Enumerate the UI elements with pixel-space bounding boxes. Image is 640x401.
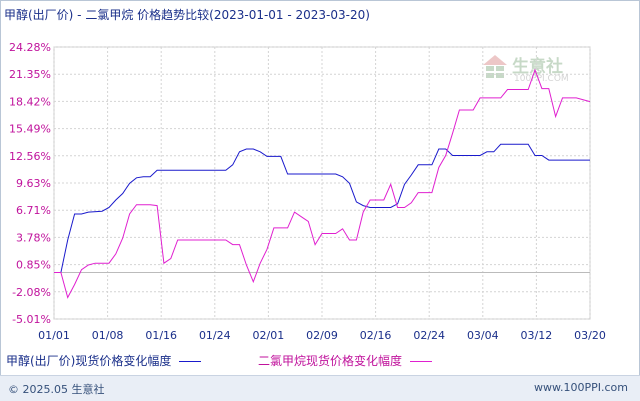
series-line-0 [54,143,590,273]
legend-swatch-methanol [179,361,202,362]
x-tick-label: 02/09 [306,329,338,342]
watermark-logo-icon [483,55,507,78]
y-tick-label: 24.28% [9,41,51,54]
x-tick-label: 03/20 [574,329,606,342]
footer-bar: © 2025.05 生意社 www.100PPI.com [0,375,640,401]
y-tick-label: 6.71% [16,204,51,217]
x-tick-label: 03/12 [521,329,553,342]
x-tick-label: 03/04 [467,329,499,342]
x-tick-label: 02/24 [413,329,445,342]
y-tick-label: 12.56% [9,150,51,163]
footer-site-link[interactable]: www.100PPI.com [534,381,628,394]
x-tick-label: 01/16 [145,329,177,342]
legend-item-methanol: 甲醇(出厂价)现货价格变化幅度 [6,352,202,369]
watermark: 生意社 100PPI.COM [482,52,582,88]
grid [53,46,591,320]
watermark-url: 100PPI.COM [514,74,569,84]
y-tick-label: 15.49% [9,123,51,136]
y-tick-label: -5.01% [12,313,51,326]
x-axis-ticks: 01/01 01/08 01/16 01/24 02/01 02/09 02/16 02/24… [38,329,606,342]
footer-copyright: © 2025.05 生意社 [8,383,105,396]
series-lines [54,68,591,299]
x-tick-label: 01/24 [199,329,231,342]
legend-label-methanol: 甲醇(出厂价)现货价格变化幅度 [6,354,172,368]
x-tick-label: 01/01 [38,329,70,342]
x-tick-label: 02/16 [360,329,392,342]
x-tick-label: 01/08 [92,329,124,342]
legend-item-dcm: 二氯甲烷现货价格变化幅度 [258,352,433,369]
legend-swatch-dcm [410,361,433,362]
y-tick-label: 9.63% [16,177,51,190]
y-tick-label: 3.78% [16,231,51,244]
y-tick-label: 18.42% [9,95,51,108]
x-tick-label: 02/01 [253,329,285,342]
legend-label-dcm: 二氯甲烷现货价格变化幅度 [258,354,403,368]
series-line-1 [54,68,591,299]
y-tick-label: -2.08% [12,286,51,299]
y-tick-label: 0.85% [16,259,51,272]
watermark-title: 生意社 [512,57,563,77]
y-axis-ticks: 24.28% 21.35% 18.42% 15.49% 12.56% 9.63% 6.71%… [9,41,51,326]
y-tick-label: 21.35% [9,68,51,81]
chart-title: 甲醇(出厂价) - 二氯甲烷 价格趋势比较(2023-01-01 - 2023-… [4,8,370,22]
